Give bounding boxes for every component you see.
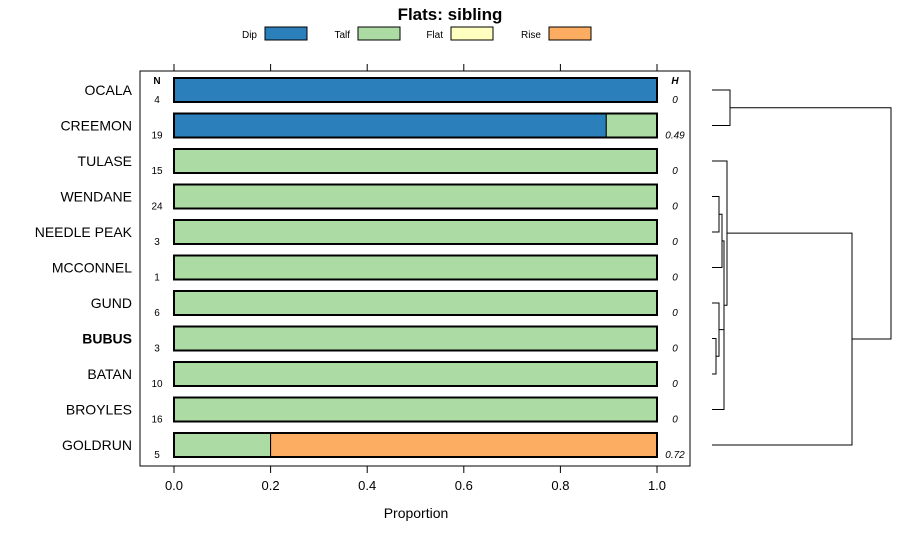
h-value: 0 xyxy=(672,202,678,213)
n-header: N xyxy=(153,76,160,87)
bar-outline xyxy=(173,361,658,387)
bar-segment-talf xyxy=(605,113,658,138)
bar-segment-talf xyxy=(173,290,658,316)
legend-swatch-talf xyxy=(357,26,401,41)
n-value: 24 xyxy=(151,202,163,213)
dendro-branch xyxy=(722,240,725,370)
x-tick-label: 0.0 xyxy=(165,478,183,493)
bar-segment-talf xyxy=(173,397,658,422)
h-value: 0 xyxy=(672,308,678,319)
bar-segment-talf xyxy=(173,219,658,245)
bar-outline xyxy=(173,77,658,103)
x-tick-label: 1.0 xyxy=(648,478,666,493)
row-label: BROYLES xyxy=(66,402,132,418)
n-value: 15 xyxy=(151,166,163,177)
row-label: GOLDRUN xyxy=(62,437,132,453)
bars xyxy=(173,77,658,458)
row-label: MCCONNEL xyxy=(52,260,132,276)
h-value: 0 xyxy=(672,237,678,248)
h-header: H xyxy=(671,76,679,87)
row-label: BATAN xyxy=(87,366,132,382)
row-label: WENDANE xyxy=(60,189,132,205)
bar-outline xyxy=(173,183,658,210)
row-label: OCALA xyxy=(85,82,133,98)
n-value: 3 xyxy=(154,237,160,248)
dendro-branch xyxy=(712,329,725,410)
row-label: BUBUS xyxy=(82,331,132,347)
x-tick-label: 0.2 xyxy=(262,478,280,493)
dendro-branch xyxy=(712,232,853,446)
bar-segment-talf xyxy=(173,361,658,387)
h-values: 0 0.49 0 0 0 0 0 0 0 0 0.72 xyxy=(665,95,685,461)
h-value: 0 xyxy=(672,415,678,426)
legend-label-dip: Dip xyxy=(242,30,257,41)
dendro-branch xyxy=(730,107,892,340)
x-axis-label: Proportion xyxy=(384,505,449,521)
bar-segment-talf xyxy=(173,432,272,458)
row-label: NEEDLE PEAK xyxy=(35,224,133,240)
h-value: 0 xyxy=(672,95,678,106)
dendro-branch xyxy=(712,213,723,268)
n-value: 4 xyxy=(154,95,160,106)
n-value: 3 xyxy=(154,344,160,355)
legend-label-rise: Rise xyxy=(521,30,541,41)
bar-outline xyxy=(173,290,658,316)
legend-label-flat: Flat xyxy=(426,30,443,41)
n-value: 19 xyxy=(151,131,163,142)
n-value: 5 xyxy=(154,450,160,461)
legend: Dip Talf Flat Rise xyxy=(242,26,592,41)
legend-swatch-rise xyxy=(548,26,592,41)
h-value: 0.72 xyxy=(665,450,685,461)
x-axis: 0.0 0.2 0.4 0.6 0.8 1.0 xyxy=(165,64,666,493)
bar-segment-talf xyxy=(173,255,658,280)
h-value: 0 xyxy=(672,379,678,390)
bar-outline xyxy=(173,112,658,139)
legend-swatch-dip xyxy=(264,26,308,41)
dendrogram xyxy=(712,89,892,446)
bar-segment-dip xyxy=(173,113,607,138)
bar-outline xyxy=(173,219,658,245)
row-label: CREEMON xyxy=(60,118,132,134)
bar-outline xyxy=(173,396,658,423)
bar-segment-rise xyxy=(270,432,658,458)
dendro-branch xyxy=(712,160,728,306)
row-label: GUND xyxy=(91,295,132,311)
row-labels: OCALA CREEMON TULASE WENDANE NEEDLE PEAK MCCO… xyxy=(35,82,133,453)
bar-outline xyxy=(173,254,658,281)
legend-label-talf: Talf xyxy=(334,30,350,41)
bar-outline xyxy=(173,148,658,174)
bar-segment-talf xyxy=(173,326,658,351)
h-value: 0 xyxy=(672,273,678,284)
n-value: 16 xyxy=(151,415,163,426)
bar-outline xyxy=(173,432,658,458)
n-value: 1 xyxy=(154,273,160,284)
bar-segment-talf xyxy=(173,148,658,174)
x-tick-label: 0.4 xyxy=(358,478,376,493)
x-tick-label: 0.6 xyxy=(455,478,473,493)
h-value: 0 xyxy=(672,166,678,177)
dendro-branch xyxy=(712,338,717,375)
h-value: 0.49 xyxy=(665,131,685,142)
dendro-branch xyxy=(712,196,720,233)
bar-outline xyxy=(173,325,658,352)
plot-frame xyxy=(139,70,691,467)
h-value: 0 xyxy=(672,344,678,355)
legend-swatch-flat xyxy=(450,26,494,41)
n-value: 6 xyxy=(154,308,160,319)
bar-segment-dip xyxy=(173,77,658,103)
n-value: 10 xyxy=(151,379,163,390)
bar-segment-talf xyxy=(173,184,658,209)
dendro-branch xyxy=(712,89,731,126)
chart-title: Flats: sibling xyxy=(398,5,503,24)
row-label: TULASE xyxy=(78,153,132,169)
x-tick-label: 0.8 xyxy=(551,478,569,493)
